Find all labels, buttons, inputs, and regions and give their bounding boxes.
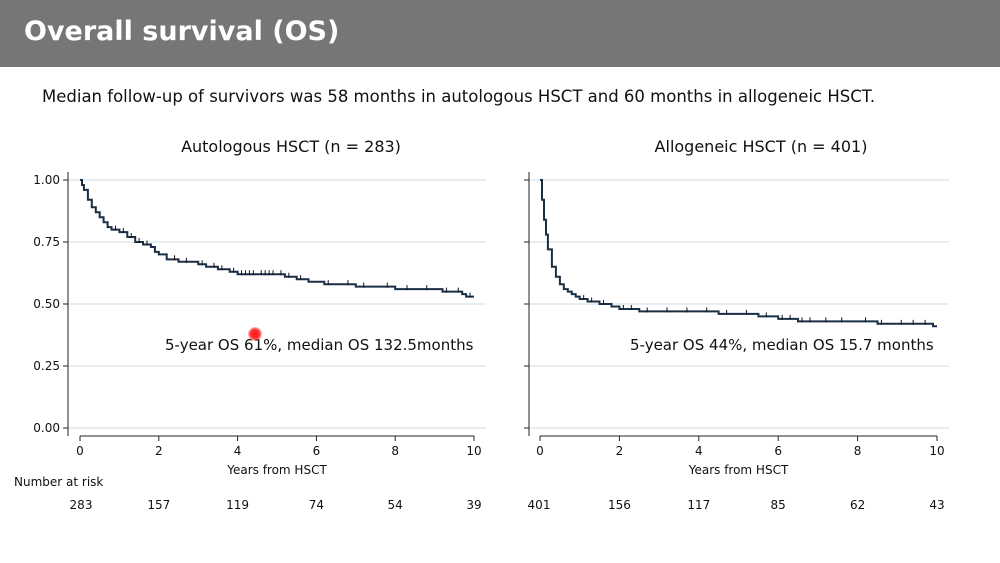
risk-count: 117	[687, 498, 711, 512]
slide-title: Overall survival (OS)	[24, 16, 340, 47]
risk-count: 157	[147, 498, 171, 512]
x-tick-label: 4	[234, 444, 242, 458]
risk-count: 74	[308, 498, 325, 512]
y-tick-label: 0.75	[33, 235, 60, 249]
y-tick-label: 0.25	[33, 359, 60, 373]
x-tick-label: 6	[774, 444, 782, 458]
number-at-risk-label: Number at risk	[14, 475, 104, 489]
x-tick-label: 6	[313, 444, 321, 458]
y-tick-label: 1.00	[33, 173, 60, 187]
x-tick-label: 8	[854, 444, 862, 458]
chart-annotation: 5-year OS 61%, median OS 132.5months	[165, 336, 474, 354]
x-tick-label: 0	[76, 444, 84, 458]
survival-curve	[540, 179, 937, 328]
risk-count: 54	[387, 498, 403, 512]
risk-count: 43	[929, 498, 945, 512]
risk-count: 119	[226, 498, 250, 512]
survival-curve	[80, 179, 474, 298]
chart-annotation: 5-year OS 44%, median OS 15.7 months	[630, 336, 934, 354]
risk-count: 401	[527, 498, 551, 512]
title-bar: Overall survival (OS)	[0, 0, 1000, 67]
y-tick-label: 0.00	[33, 421, 60, 435]
x-tick-label: 4	[695, 444, 703, 458]
risk-count: 283	[69, 498, 93, 512]
slide-subtitle: Median follow-up of survivors was 58 mon…	[42, 87, 876, 106]
x-tick-label: 2	[155, 444, 163, 458]
x-tick-label: 10	[929, 444, 944, 458]
x-tick-label: 0	[536, 444, 544, 458]
chart-title: Allogeneic HSCT (n = 401)	[655, 137, 868, 156]
chart-title: Autologous HSCT (n = 283)	[181, 137, 401, 156]
pointer-highlight	[248, 327, 262, 341]
y-tick-label: 0.50	[33, 297, 60, 311]
x-axis-label: Years from HSCT	[688, 463, 789, 477]
risk-count: 39	[466, 498, 482, 512]
x-tick-label: 8	[391, 444, 399, 458]
risk-count: 62	[849, 498, 866, 512]
x-tick-label: 10	[466, 444, 481, 458]
risk-count: 156	[607, 498, 631, 512]
x-axis-label: Years from HSCT	[226, 463, 327, 477]
risk-count: 85	[770, 498, 786, 512]
x-tick-label: 2	[616, 444, 624, 458]
